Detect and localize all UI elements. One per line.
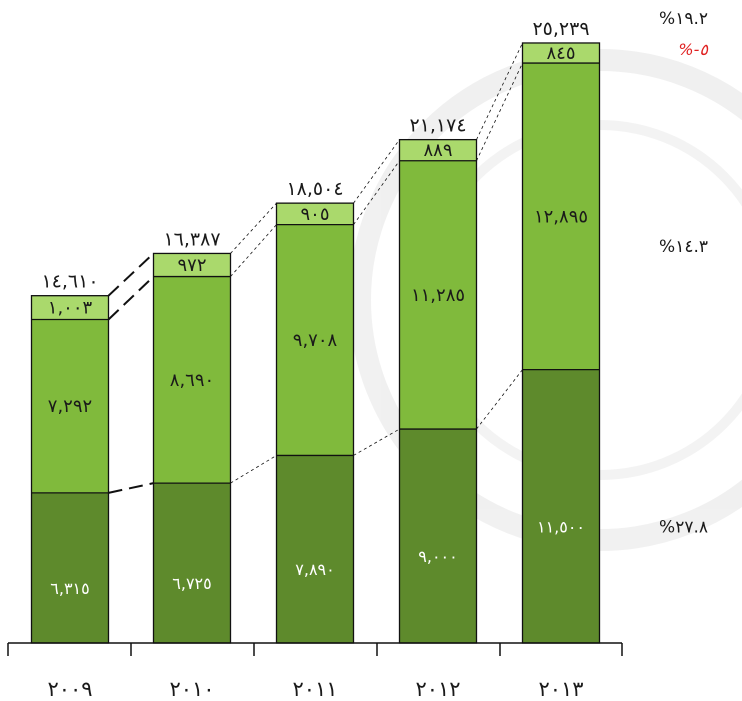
connector-line bbox=[107, 275, 155, 321]
connector-line bbox=[230, 224, 277, 277]
bar-segment bbox=[522, 369, 600, 643]
total-label: ٢١,١٧٤ bbox=[409, 115, 466, 137]
data-label: ١٢,٨٩٥ bbox=[534, 206, 588, 227]
connector-line bbox=[230, 202, 277, 254]
data-label: ١,٠٠٣ bbox=[48, 298, 93, 319]
data-label: ١١,٥٠٠ bbox=[537, 517, 585, 536]
connector-line bbox=[107, 252, 155, 297]
bar-segment bbox=[399, 139, 477, 161]
data-label: ٩٧٢ bbox=[177, 255, 206, 276]
bar-segment bbox=[276, 455, 354, 643]
connector-line bbox=[108, 482, 154, 494]
bar-segment bbox=[153, 483, 231, 643]
bar-segment bbox=[276, 203, 354, 225]
bar-segment bbox=[31, 492, 109, 643]
connector-line bbox=[476, 369, 523, 430]
bars-group bbox=[30, 42, 601, 644]
data-label: ٨,٦٩٠ bbox=[170, 370, 214, 391]
bar-segment bbox=[399, 429, 477, 643]
total-label: ١٨,٥٠٤ bbox=[286, 178, 343, 200]
growth-label: %١٩.٢ bbox=[659, 9, 708, 29]
growth-label: %-٥ bbox=[678, 40, 708, 59]
connector-lines bbox=[107, 42, 523, 494]
x-axis bbox=[7, 642, 623, 656]
bar-segment bbox=[31, 295, 109, 320]
bar-segment bbox=[153, 276, 231, 484]
bar-segment bbox=[522, 42, 600, 64]
bar-segment bbox=[153, 253, 231, 277]
data-label: ٨٤٥ bbox=[546, 43, 575, 64]
data-label: ٦,٣١٥ bbox=[50, 579, 89, 598]
total-label: ٢٥,٢٣٩ bbox=[532, 18, 589, 40]
data-label: ٧,٢٩٢ bbox=[48, 396, 92, 417]
bar-segment bbox=[31, 319, 109, 493]
connector-line bbox=[353, 428, 400, 456]
data-label: ٩,٠٠٠ bbox=[418, 547, 457, 566]
x-tick-label: ٢٠١٢ bbox=[415, 677, 460, 701]
connector-line bbox=[353, 160, 400, 225]
data-label: ٩,٧٠٨ bbox=[293, 330, 338, 351]
connector-line bbox=[230, 455, 277, 484]
data-label: ٩٠٥ bbox=[300, 204, 329, 225]
data-label: ٦,٧٢٥ bbox=[172, 574, 211, 593]
x-tick-label: ٢٠١١ bbox=[292, 677, 337, 701]
data-label: ٨٨٩ bbox=[423, 140, 452, 161]
data-label: ٧,٨٩٠ bbox=[295, 560, 334, 579]
growth-label: %٢٧.٨ bbox=[659, 517, 708, 537]
bar-segment bbox=[276, 224, 354, 456]
x-tick-label: ٢٠٠٩ bbox=[47, 677, 92, 701]
total-label: ١٤,٦١٠ bbox=[41, 271, 98, 293]
x-tick-label: ٢٠١٣ bbox=[538, 677, 583, 701]
connector-line bbox=[353, 139, 400, 204]
x-tick-label: ٢٠١٠ bbox=[169, 677, 214, 701]
bar-segment bbox=[522, 63, 600, 370]
bar-segment bbox=[399, 160, 477, 430]
growth-label: %١٤.٣ bbox=[659, 237, 708, 257]
data-label: ١١,٢٨٥ bbox=[411, 285, 465, 306]
total-label: ١٦,٣٨٧ bbox=[163, 228, 220, 250]
labels-group: ٢٠٠٩ ٢٠١٠ ٢٠١١ ٢٠١٢ ٢٠١٣ ٦,٣١٥ ٧,٢٩٢ ١,٠٠٣ ١٤,٦١… bbox=[41, 9, 708, 701]
